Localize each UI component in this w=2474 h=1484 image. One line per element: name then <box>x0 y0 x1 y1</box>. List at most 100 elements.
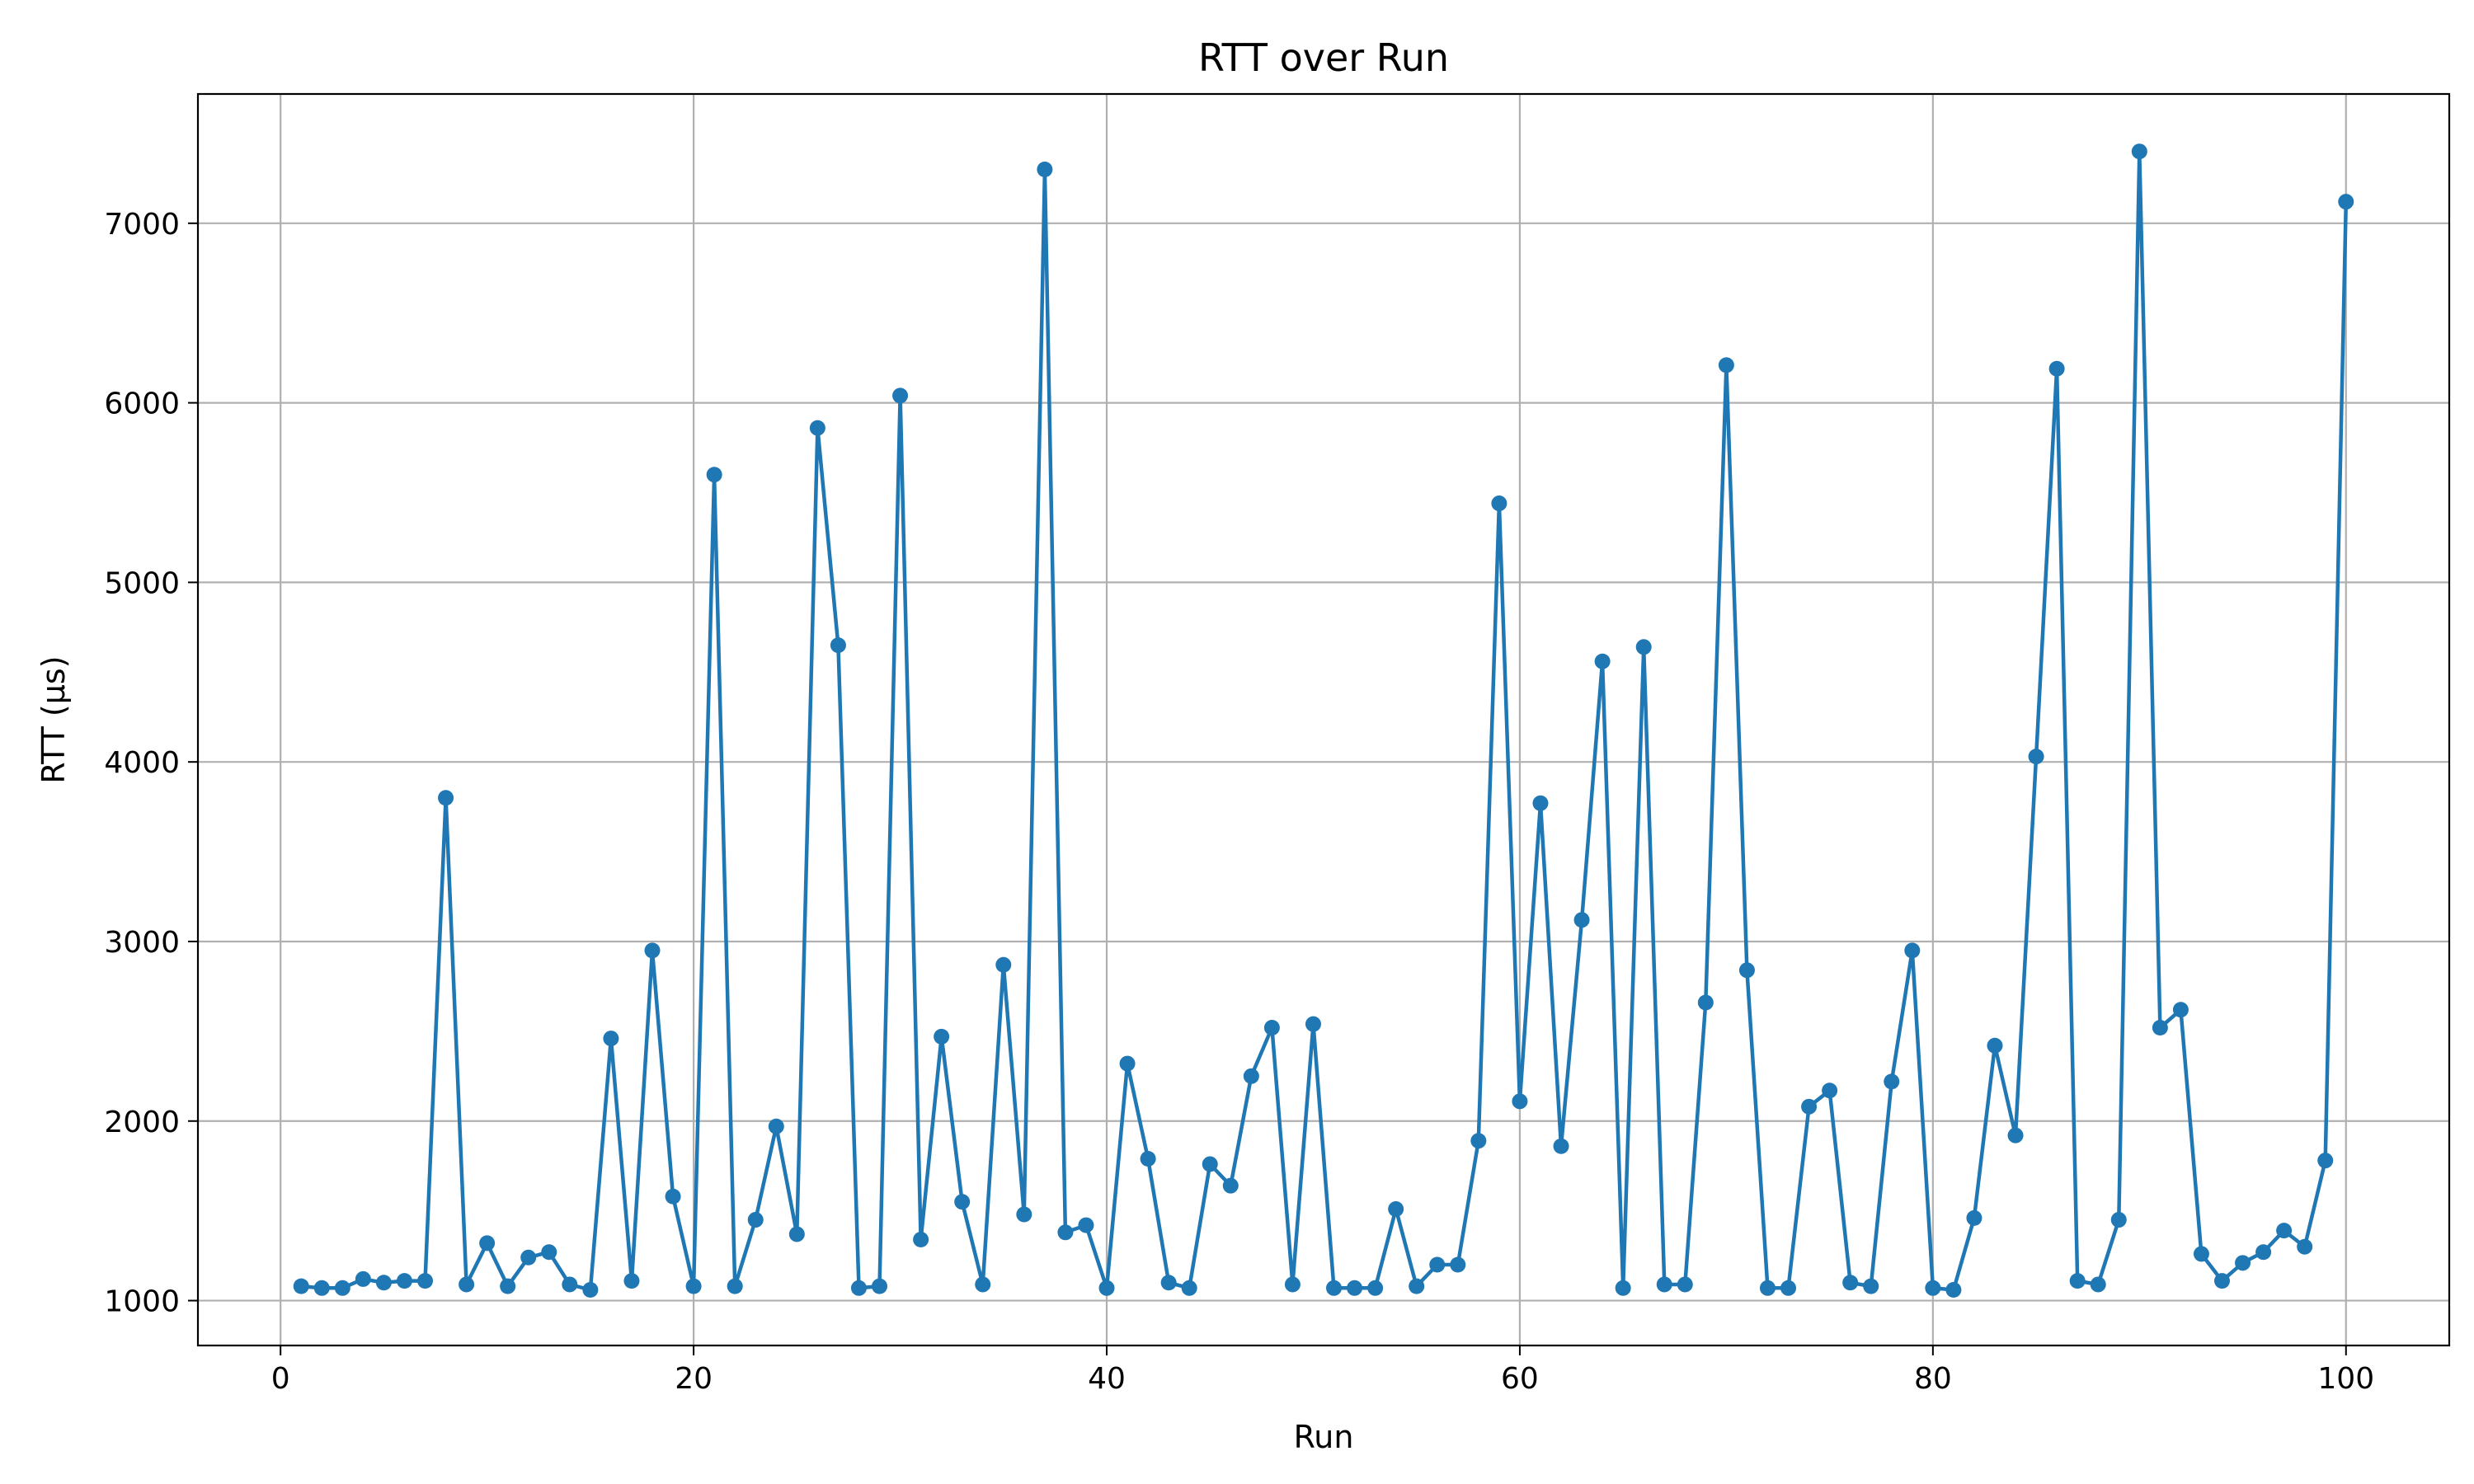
data-point <box>1016 1206 1032 1223</box>
data-point <box>2297 1238 2313 1255</box>
data-point <box>1098 1280 1115 1296</box>
x-tick-label: 80 <box>1914 1362 1952 1396</box>
data-point <box>1181 1280 1197 1296</box>
data-point <box>603 1031 619 1047</box>
data-point <box>459 1276 475 1293</box>
data-point <box>2131 143 2147 160</box>
data-point <box>1367 1280 1384 1296</box>
data-point <box>2028 749 2044 765</box>
y-axis-ticks: 1000 2000 3000 4000 5000 6000 7000 <box>104 208 198 1319</box>
data-point <box>954 1194 971 1210</box>
data-point <box>1884 1073 1900 1090</box>
data-point <box>1202 1156 1218 1172</box>
data-point <box>2007 1127 2024 1144</box>
data-point <box>809 420 825 436</box>
data-point <box>1388 1200 1404 1217</box>
data-point <box>1119 1055 1136 1072</box>
data-point <box>1326 1280 1343 1296</box>
data-point <box>1284 1276 1300 1293</box>
data-point <box>2110 1212 2127 1228</box>
data-point <box>830 637 846 654</box>
x-tick-label: 100 <box>2317 1362 2374 1396</box>
data-point <box>2317 1153 2334 1169</box>
data-point <box>1450 1256 1466 1273</box>
y-tick-label: 1000 <box>104 1285 180 1319</box>
data-point <box>913 1232 929 1248</box>
data-point <box>1738 962 1755 979</box>
y-tick-label: 6000 <box>104 387 180 421</box>
data-point <box>562 1276 578 1293</box>
data-point <box>1987 1037 2003 1054</box>
data-point <box>334 1280 350 1296</box>
data-point <box>1759 1280 1776 1296</box>
data-point <box>1801 1098 1818 1115</box>
x-tick-label: 20 <box>675 1362 713 1396</box>
data-point <box>355 1270 371 1287</box>
data-point <box>2276 1223 2293 1239</box>
data-point <box>582 1281 599 1298</box>
data-point <box>1243 1068 1259 1084</box>
data-point <box>1677 1276 1693 1293</box>
data-point <box>1904 942 1921 959</box>
data-point <box>1037 161 1053 177</box>
data-point <box>975 1276 991 1293</box>
data-point <box>2255 1244 2272 1261</box>
data-point <box>934 1028 950 1045</box>
data-point <box>1945 1281 1962 1298</box>
data-point <box>1078 1217 1094 1233</box>
data-point <box>313 1280 330 1296</box>
data-point <box>500 1278 516 1294</box>
x-tick-label: 60 <box>1501 1362 1539 1396</box>
data-point <box>644 942 661 959</box>
data-point <box>1863 1278 1879 1294</box>
data-point <box>417 1273 434 1289</box>
data-point <box>1697 994 1714 1011</box>
y-axis-title: RTT (µs) <box>35 655 72 783</box>
data-point <box>1656 1276 1672 1293</box>
data-point <box>1263 1020 1280 1036</box>
data-point <box>995 956 1012 973</box>
data-point <box>1409 1278 1425 1294</box>
series-rtt <box>293 143 2354 1298</box>
data-point <box>727 1278 743 1294</box>
data-point <box>1222 1177 1239 1194</box>
y-tick-label: 5000 <box>104 566 180 600</box>
data-point <box>1347 1280 1363 1296</box>
data-point <box>1573 912 1590 928</box>
data-point <box>2172 1002 2189 1018</box>
axes-frame <box>196 92 2451 1347</box>
data-point <box>1470 1133 1487 1149</box>
data-point <box>623 1273 640 1289</box>
data-point <box>1966 1209 1982 1226</box>
data-point <box>1718 357 1734 373</box>
data-point <box>2235 1255 2251 1271</box>
y-tick-label: 4000 <box>104 746 180 780</box>
data-point <box>747 1212 764 1228</box>
data-point <box>1057 1224 1074 1241</box>
data-point <box>2069 1273 2086 1289</box>
data-point <box>1553 1138 1569 1154</box>
data-point <box>1842 1275 1859 1291</box>
data-point <box>396 1273 412 1289</box>
x-tick-label: 40 <box>1088 1362 1126 1396</box>
data-point <box>1305 1016 1321 1032</box>
y-tick-label: 3000 <box>104 926 180 960</box>
x-axis-ticks: 0 20 40 60 80 100 <box>271 1345 2374 1396</box>
data-point <box>685 1278 702 1294</box>
y-tick-label: 2000 <box>104 1106 180 1139</box>
x-tick-label: 0 <box>271 1362 290 1396</box>
data-point <box>1780 1280 1797 1296</box>
x-axis-title: Run <box>1294 1419 1354 1455</box>
data-point <box>520 1249 537 1266</box>
data-point <box>2152 1020 2168 1036</box>
grid-lines <box>198 94 2449 1345</box>
data-point <box>788 1226 805 1242</box>
data-point <box>1635 639 1652 655</box>
data-point <box>2338 194 2354 210</box>
data-point <box>850 1280 867 1296</box>
data-point <box>2193 1246 2209 1262</box>
data-point <box>1429 1256 1446 1273</box>
